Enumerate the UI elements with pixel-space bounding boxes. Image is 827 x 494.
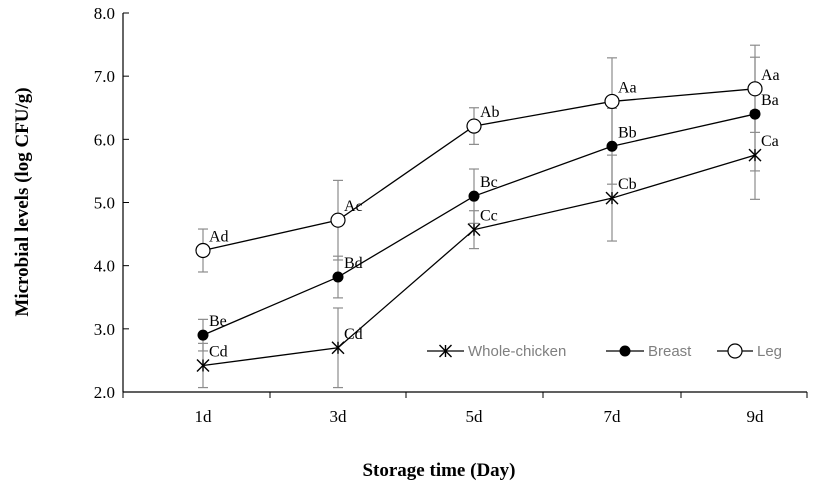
y-axis-title: Microbial levels (log CFU/g): [12, 87, 33, 316]
data-point-filled: [749, 108, 761, 120]
data-point-filled: [468, 190, 480, 202]
data-point-filled: [332, 271, 344, 283]
data-point-star: [748, 148, 762, 162]
axes: 2.0 3.0 4.0 5.0 6.0 7.0 8.0 1d 3d 5d 7d 9d: [94, 4, 808, 426]
significance-letter: Bb: [618, 124, 637, 141]
significance-letter: Be: [209, 313, 227, 330]
data-point-filled: [619, 345, 631, 357]
data-point-star: [605, 191, 619, 205]
data-point-open: [195, 242, 211, 259]
significance-letter: Aa: [618, 79, 637, 96]
data-point-open: [727, 343, 743, 359]
significance-letter: Cd: [344, 326, 363, 343]
y-tick-label: 8.0: [94, 4, 115, 23]
significance-letter: Bd: [344, 255, 363, 272]
significance-letter: Cc: [480, 208, 498, 225]
significance-letter: Aa: [761, 67, 780, 84]
significance-letter: Bc: [480, 174, 498, 191]
data-point-star: [467, 223, 481, 237]
y-tick-label: 4.0: [94, 257, 115, 276]
legend-label: Whole-chicken: [468, 343, 566, 360]
data-point-open: [604, 93, 620, 110]
data-point-open: [330, 212, 346, 228]
x-tick-label: 3d: [330, 407, 348, 426]
significance-letters: Cd Cd Cc Cb Ca Be Bd Bc Bb Ba Ad Ac Ab Aa Aa: [209, 67, 780, 361]
y-tick-label: 7.0: [94, 67, 115, 86]
significance-letter: Cd: [209, 343, 228, 360]
data-point-star: [439, 344, 452, 358]
data-point-star: [331, 341, 345, 355]
x-tick-label: 9d: [747, 407, 765, 426]
legend: Whole-chicken Breast Leg: [427, 343, 782, 360]
significance-letter: Cb: [618, 176, 637, 193]
x-axis-title: Storage time (Day): [362, 460, 515, 481]
legend-label: Breast: [648, 343, 692, 360]
x-tick-label: 5d: [466, 407, 484, 426]
series-line: [202, 154, 756, 367]
significance-letter: Ba: [761, 92, 779, 109]
series-markers: [195, 81, 763, 372]
error-bars: [198, 44, 760, 389]
data-point-filled: [606, 140, 618, 152]
series-line: [202, 88, 756, 252]
data-point-star: [196, 358, 210, 372]
y-tick-label: 2.0: [94, 383, 115, 402]
significance-letter: Ac: [344, 198, 363, 215]
significance-letter: Ab: [480, 104, 500, 121]
x-tick-label: 7d: [604, 407, 622, 426]
y-tick-label: 5.0: [94, 194, 115, 213]
significance-letter: Ad: [209, 229, 229, 246]
data-point-filled: [197, 329, 209, 341]
data-point-open: [747, 81, 763, 97]
x-tick-label: 1d: [195, 407, 213, 426]
y-tick-label: 3.0: [94, 320, 115, 339]
y-tick-label: 6.0: [94, 130, 115, 149]
legend-label: Leg: [757, 343, 782, 360]
significance-letter: Ca: [761, 133, 779, 150]
data-point-open: [466, 118, 482, 134]
